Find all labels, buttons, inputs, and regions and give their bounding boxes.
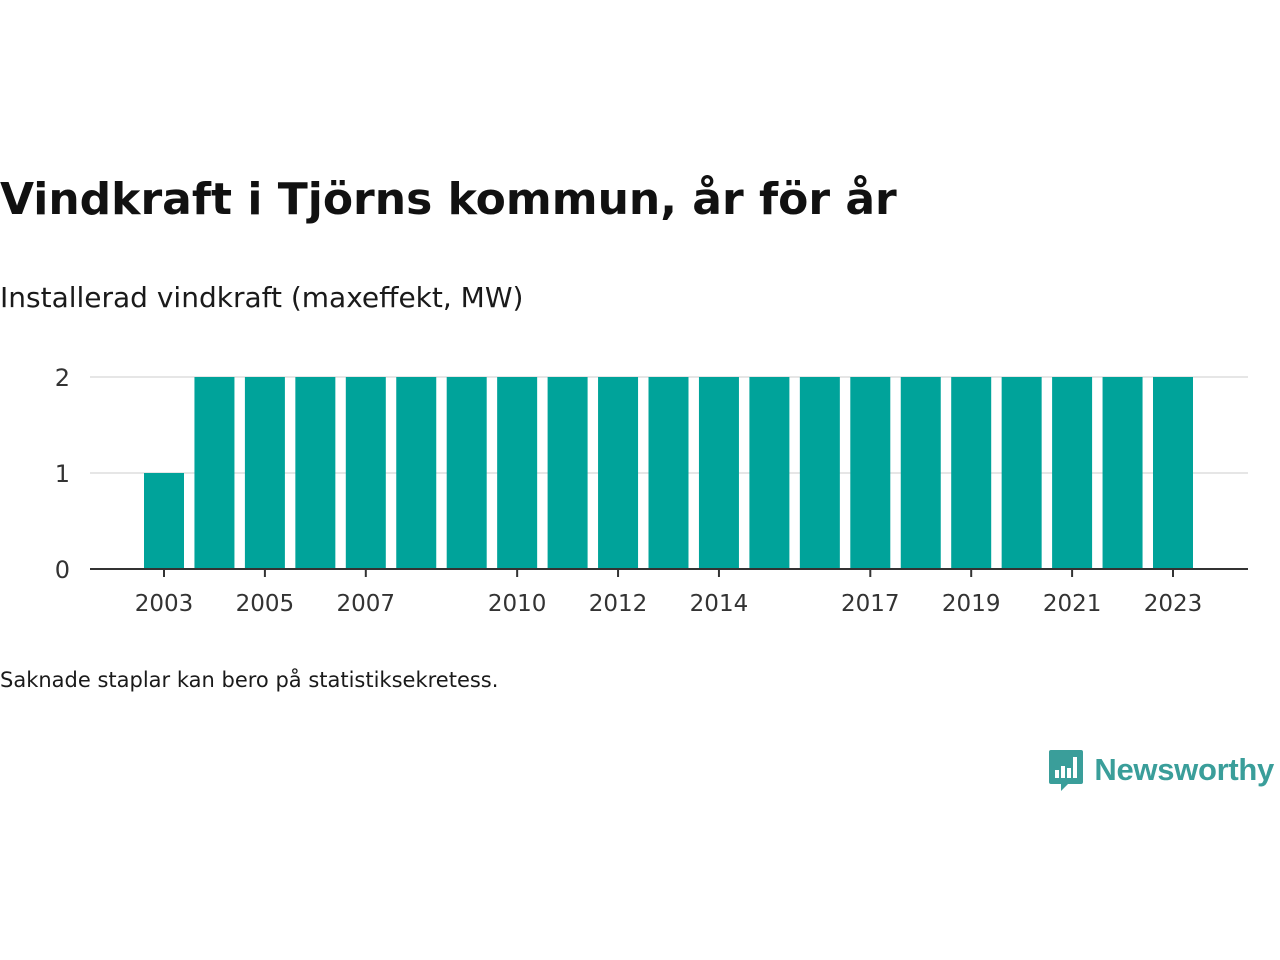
bar-2019	[951, 377, 992, 569]
x-tick-label: 2007	[337, 591, 396, 617]
bar-2018	[900, 377, 941, 569]
x-tick-label: 2010	[488, 591, 547, 617]
bar-2016	[799, 377, 840, 569]
bar-2010	[497, 377, 538, 569]
x-tick-label: 2005	[236, 591, 295, 617]
chart-title: Vindkraft i Tjörns kommun, år för år	[0, 174, 897, 225]
bar-2012	[598, 377, 639, 569]
y-tick-label: 0	[55, 556, 70, 584]
x-tick-label: 2023	[1144, 591, 1203, 617]
bar-2003	[144, 473, 184, 569]
brand-name: Newsworthy	[1094, 752, 1274, 787]
x-tick-label: 2014	[690, 591, 749, 617]
bars	[144, 377, 1193, 569]
bar-chart: 0 1 2 2003 2005 2007 2010 2012 2014 2017 2019 2021…	[55, 364, 1248, 617]
bar-2007	[345, 377, 386, 569]
newsworthy-logo: Newsworthy	[1048, 748, 1274, 792]
bar-2023	[1153, 377, 1193, 569]
x-tick-label: 2017	[841, 591, 900, 617]
newsworthy-logo-icon	[1049, 750, 1084, 791]
y-tick-label: 1	[55, 460, 70, 488]
x-tick-label: 2019	[942, 591, 1001, 617]
bar-2005	[244, 377, 285, 569]
y-tick-label: 2	[55, 364, 70, 392]
bar-2004	[194, 377, 235, 569]
footnote: Saknade staplar kan bero på statistiksek…	[0, 668, 499, 692]
bar-2021	[1052, 377, 1093, 569]
y-tick-labels: 0 1 2	[55, 364, 70, 584]
bar-2020	[1001, 377, 1042, 569]
bar-2014	[698, 377, 739, 569]
x-tick-labels: 2003 2005 2007 2010 2012 2014 2017 2019 2021 2023	[135, 591, 1203, 617]
bar-2009	[446, 377, 487, 569]
x-axis	[90, 568, 1248, 577]
x-tick-label: 2021	[1043, 591, 1102, 617]
bar-2008	[396, 377, 437, 569]
bar-2022	[1102, 377, 1143, 569]
bar-2011	[547, 377, 588, 569]
chart-subtitle: Installerad vindkraft (maxeffekt, MW)	[0, 281, 524, 314]
bar-2013	[648, 377, 689, 569]
x-tick-label: 2012	[589, 591, 648, 617]
bar-2006	[295, 377, 336, 569]
x-tick-label: 2003	[135, 591, 194, 617]
bar-2017	[850, 377, 891, 569]
bar-2015	[749, 377, 790, 569]
